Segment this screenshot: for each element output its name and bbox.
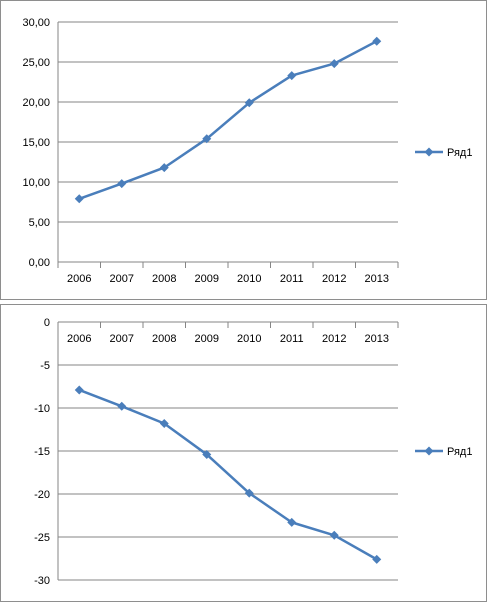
series-line: [78, 40, 378, 200]
y-tick-label: 25,00: [22, 57, 50, 69]
data-point: [202, 134, 212, 144]
x-tick-label: 2009: [195, 333, 219, 345]
x-tick-label: 2007: [110, 333, 134, 345]
data-point: [159, 163, 169, 173]
data-point: [117, 401, 127, 411]
data-point: [287, 517, 297, 527]
x-tick-label: 2012: [322, 273, 346, 285]
data-point: [74, 194, 84, 204]
x-tick-label: 2006: [67, 273, 91, 285]
legend-label: Ряд1: [447, 446, 472, 458]
y-tick-label: 10,00: [22, 177, 50, 189]
y-tick-label: -30: [34, 575, 50, 587]
series-line: [78, 388, 378, 561]
legend-marker: [424, 147, 434, 157]
data-point: [287, 71, 297, 81]
x-tick-label: 2011: [280, 333, 304, 345]
y-tick-label: 0,00: [29, 257, 50, 269]
y-tick-label: -5: [40, 360, 50, 372]
x-tick-label: 2010: [237, 273, 261, 285]
y-tick-label: -15: [34, 446, 50, 458]
chart-bottom-plot: 0 -5 -10 -15 -20 -25 -30 2006 2007 2008 2009 2010 20…: [34, 317, 472, 587]
data-point: [244, 488, 254, 498]
data-point: [329, 59, 339, 69]
y-tick-label: 30,00: [22, 17, 50, 29]
legend-marker: [424, 446, 434, 456]
data-point: [372, 554, 382, 564]
x-tick-label: 2007: [110, 273, 134, 285]
x-tick-label: 2008: [152, 333, 176, 345]
x-tick-label: 2010: [237, 333, 261, 345]
data-point: [244, 98, 254, 108]
x-tick-label: 2006: [67, 333, 91, 345]
y-tick-label: 15,00: [22, 137, 50, 149]
data-point: [74, 385, 84, 395]
y-tick-label: -10: [34, 403, 50, 415]
data-point: [202, 449, 212, 459]
x-tick-label: 2008: [152, 273, 176, 285]
y-tick-label: 5,00: [29, 217, 50, 229]
x-tick-label: 2013: [365, 273, 389, 285]
x-tick-label: 2011: [280, 273, 304, 285]
y-tick-label: 20,00: [22, 97, 50, 109]
x-tick-label: 2013: [365, 333, 389, 345]
legend-label: Ряд1: [447, 147, 472, 159]
data-point: [329, 530, 339, 540]
x-tick-label: 2012: [322, 333, 346, 345]
chart-bottom: 0 -5 -10 -15 -20 -25 -30 2006 2007 2008 2009 2010 20…: [0, 304, 487, 602]
y-tick-label: 0: [44, 317, 50, 329]
chart-top-plot: 0,00 5,00 10,00 15,00 20,00 25,00 30,00 2006 200…: [22, 17, 472, 285]
chart-top: 0,00 5,00 10,00 15,00 20,00 25,00 30,00 2006 200…: [0, 0, 487, 300]
y-tick-label: -20: [34, 489, 50, 501]
data-point: [117, 179, 127, 189]
data-point: [372, 36, 382, 46]
data-point: [159, 418, 169, 428]
y-tick-label: -25: [34, 532, 50, 544]
x-tick-label: 2009: [195, 273, 219, 285]
